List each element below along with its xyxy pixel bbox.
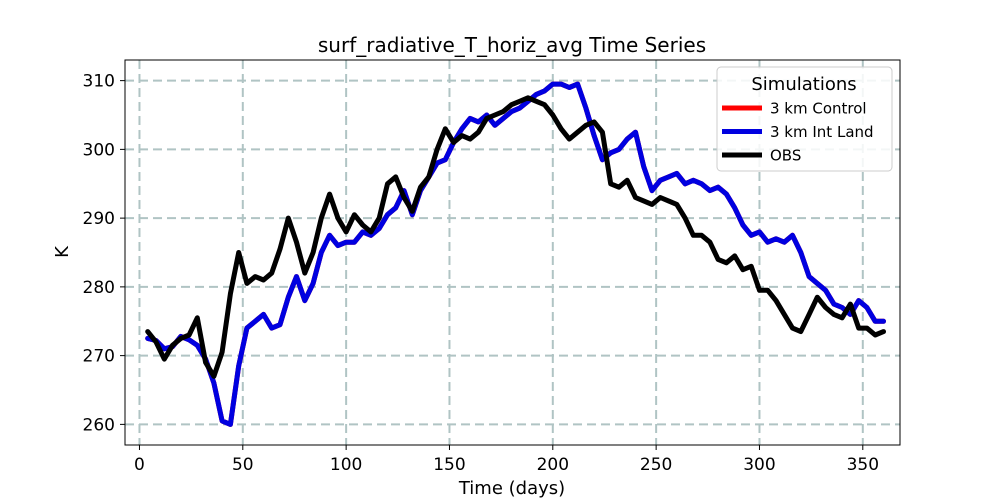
x-tick-label: 0 [134, 455, 145, 475]
x-tick-label: 200 [537, 455, 569, 475]
y-tick-label: 260 [83, 415, 115, 435]
y-tick-label: 300 [83, 140, 115, 160]
x-tick-label: 150 [433, 455, 465, 475]
series-line-3 [145, 95, 886, 379]
y-axis: 260 270 280 290 300 310 [83, 72, 125, 435]
chart-title: surf_radiative_T_horiz_avg Time Series [318, 33, 706, 57]
legend-items: 3 km Control 3 km Int Land OBS [722, 100, 874, 165]
x-tick-label: 300 [743, 455, 775, 475]
y-tick-label: 310 [83, 72, 115, 92]
x-tick-label: 350 [847, 455, 879, 475]
x-tick-label: 250 [640, 455, 672, 475]
legend: Simulations 3 km Control 3 km Int Land OBS [716, 66, 893, 172]
legend-title: Simulations [751, 74, 856, 95]
y-tick-label: 270 [83, 347, 115, 367]
x-tick-label: 100 [330, 455, 362, 475]
x-tick-label: 50 [232, 455, 254, 475]
legend-label: 3 km Int Land [770, 123, 874, 141]
y-tick-label: 290 [83, 209, 115, 229]
plot-area-frame [124, 59, 901, 446]
x-axis: 0 50 100 150 200 250 300 350 [134, 445, 879, 475]
legend-label: OBS [770, 147, 801, 165]
series-line-2 [145, 81, 886, 427]
y-tick-label: 280 [83, 278, 115, 298]
legend-box [716, 66, 893, 172]
y-axis-label: K [52, 245, 73, 258]
series-lines [145, 81, 886, 427]
legend-label: 3 km Control [770, 100, 867, 118]
x-axis-label: Time (days) [458, 478, 565, 499]
